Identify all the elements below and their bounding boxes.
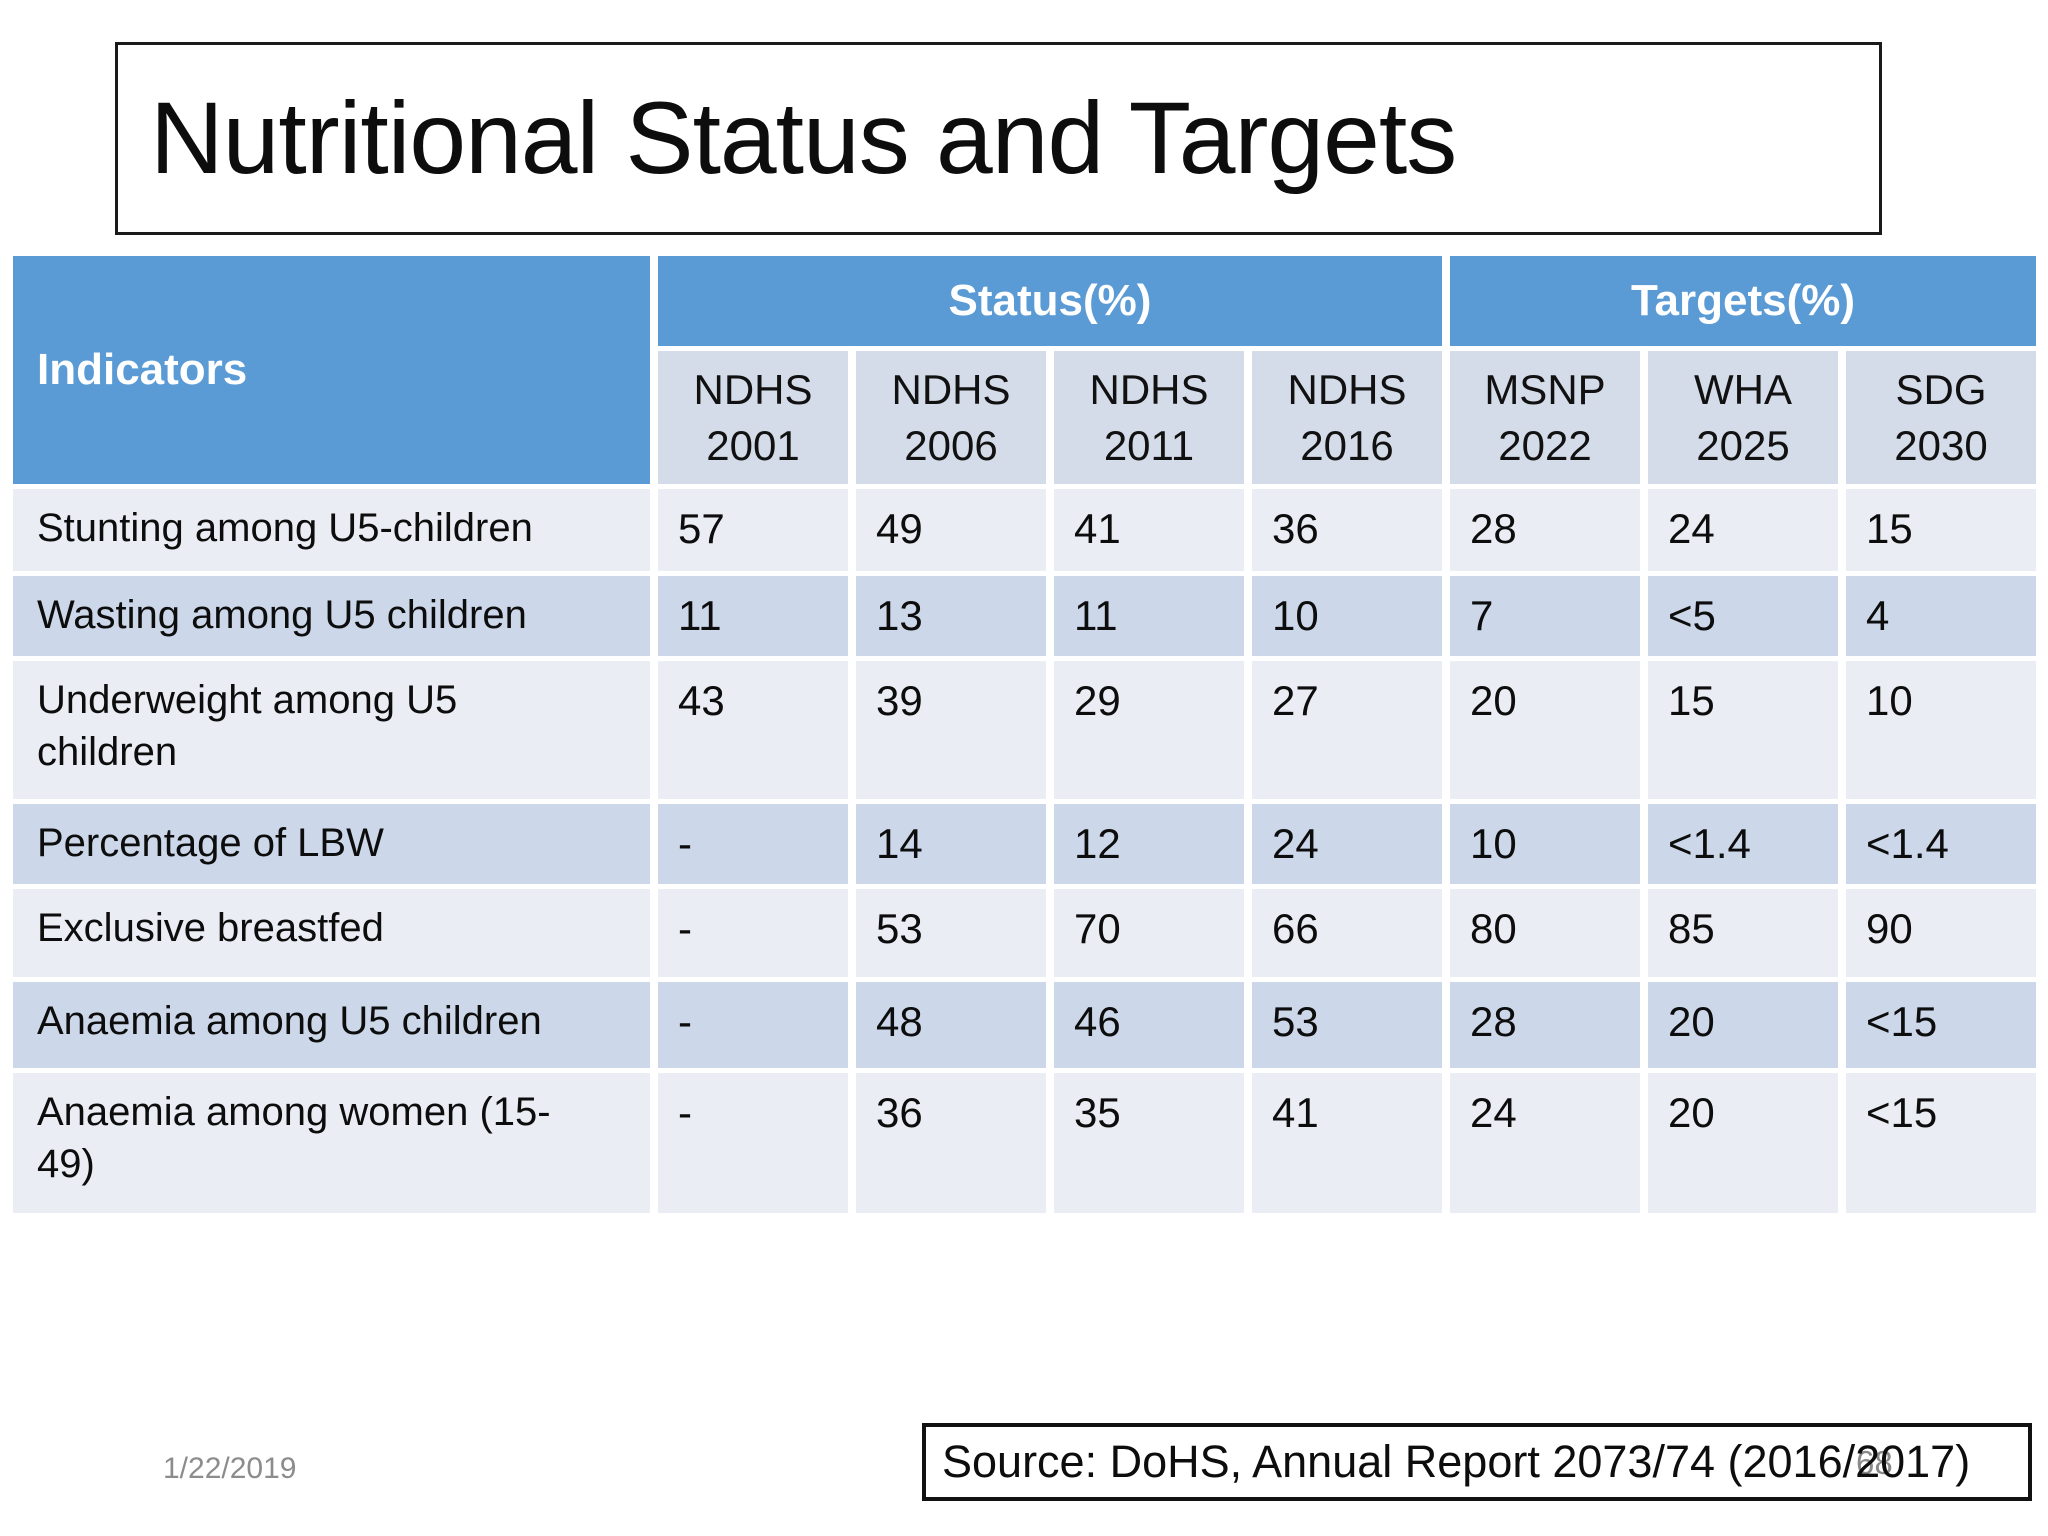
table-cell: 20 [1648, 1073, 1838, 1213]
table-cell: 4 [1846, 576, 2036, 656]
table-cell: 57 [658, 489, 848, 571]
slide-title: Nutritional Status and Targets [150, 81, 1457, 195]
table-cell: 10 [1450, 804, 1640, 884]
table-cell: 85 [1648, 889, 1838, 977]
table-cell: 29 [1054, 661, 1244, 799]
table-cell: 35 [1054, 1073, 1244, 1213]
table-cell: - [658, 889, 848, 977]
table-cell: 11 [658, 576, 848, 656]
table-cell: 43 [658, 661, 848, 799]
table-cell: 41 [1252, 1073, 1442, 1213]
table-cell: 36 [1252, 489, 1442, 571]
targets-group-header: Targets(%) [1450, 256, 2036, 346]
table-cell: 10 [1252, 576, 1442, 656]
table-cell: 49 [856, 489, 1046, 571]
table-cell: 66 [1252, 889, 1442, 977]
table-cell: - [658, 982, 848, 1068]
table-cell: 14 [856, 804, 1046, 884]
table-cell: 24 [1252, 804, 1442, 884]
table-cell: <1.4 [1846, 804, 2036, 884]
table-cell: 41 [1054, 489, 1244, 571]
table-cell: 53 [1252, 982, 1442, 1068]
row-indicator: Stunting among U5-children [13, 489, 650, 571]
table-cell: 28 [1450, 982, 1640, 1068]
table-cell: 90 [1846, 889, 2036, 977]
table-cell: - [658, 1073, 848, 1213]
table-cell: <15 [1846, 982, 2036, 1068]
table-cell: 15 [1648, 661, 1838, 799]
column-header-ndhs-2016: NDHS 2016 [1252, 351, 1442, 484]
table-cell: 53 [856, 889, 1046, 977]
row-indicator: Anaemia among U5 children [13, 982, 650, 1068]
table-cell: 27 [1252, 661, 1442, 799]
table-cell: <5 [1648, 576, 1838, 656]
table-cell: 10 [1846, 661, 2036, 799]
table-cell: 46 [1054, 982, 1244, 1068]
table-cell: 39 [856, 661, 1046, 799]
status-group-header: Status(%) [658, 256, 1442, 346]
column-header-ndhs-2011: NDHS 2011 [1054, 351, 1244, 484]
table-cell: 70 [1054, 889, 1244, 977]
table-cell: 20 [1648, 982, 1838, 1068]
slide-date: 1/22/2019 [163, 1452, 297, 1485]
source-box: Source: DoHS, Annual Report 2073/74 (201… [922, 1423, 2032, 1501]
table-cell: 24 [1450, 1073, 1640, 1213]
table-cell: - [658, 804, 848, 884]
column-header-wha-2025: WHA 2025 [1648, 351, 1838, 484]
source-text: Source: DoHS, Annual Report 2073/74 (201… [942, 1436, 1971, 1487]
column-header-msnp-2022: MSNP 2022 [1450, 351, 1640, 484]
slide-page-number: 68 [1856, 1444, 1893, 1481]
column-header-ndhs-2006: NDHS 2006 [856, 351, 1046, 484]
table-cell: <15 [1846, 1073, 2036, 1213]
row-indicator: Percentage of LBW [13, 804, 650, 884]
table-cell: 28 [1450, 489, 1640, 571]
table-cell: 15 [1846, 489, 2036, 571]
table-cell: 7 [1450, 576, 1640, 656]
row-indicator: Exclusive breastfed [13, 889, 650, 977]
table-cell: 13 [856, 576, 1046, 656]
table-cell: 12 [1054, 804, 1244, 884]
table-cell: 11 [1054, 576, 1244, 656]
table-cell: 48 [856, 982, 1046, 1068]
row-indicator: Wasting among U5 children [13, 576, 650, 656]
row-indicator: Underweight among U5 children [13, 661, 650, 799]
row-indicator: Anaemia among women (15-49) [13, 1073, 650, 1213]
indicators-header-cell: Indicators [13, 256, 650, 484]
table-cell: <1.4 [1648, 804, 1838, 884]
table-cell: 20 [1450, 661, 1640, 799]
table-cell: 80 [1450, 889, 1640, 977]
column-header-sdg-2030: SDG 2030 [1846, 351, 2036, 484]
table-cell: 24 [1648, 489, 1838, 571]
column-header-ndhs-2001: NDHS 2001 [658, 351, 848, 484]
slide-title-box: Nutritional Status and Targets [115, 42, 1882, 235]
nutrition-table: Indicators Status(%) Targets(%) NDHS 2001… [13, 256, 2036, 1213]
table-cell: 36 [856, 1073, 1046, 1213]
